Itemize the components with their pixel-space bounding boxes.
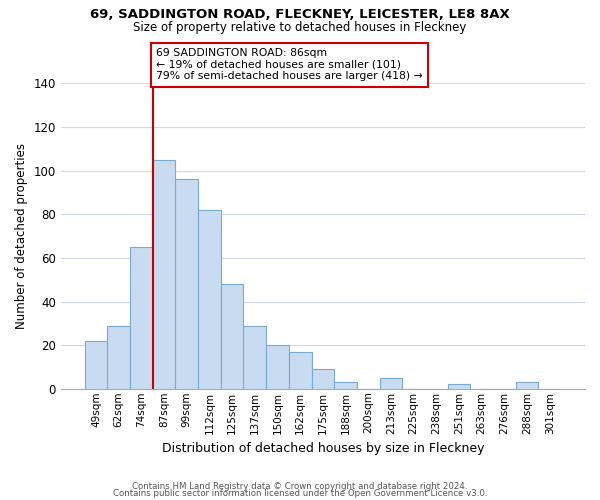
Bar [85,341,107,389]
Bar [289,352,311,389]
Bar [152,160,175,389]
Bar [107,326,130,389]
Text: 69, SADDINGTON ROAD, FLECKNEY, LEICESTER, LE8 8AX: 69, SADDINGTON ROAD, FLECKNEY, LEICESTER… [90,8,510,20]
Bar [198,210,221,389]
Bar [175,180,198,389]
Bar [516,382,538,389]
Bar [266,345,289,389]
Text: Contains HM Land Registry data © Crown copyright and database right 2024.: Contains HM Land Registry data © Crown c… [132,482,468,491]
Bar [130,247,152,389]
Bar [221,284,244,389]
Text: 69 SADDINGTON ROAD: 86sqm
← 19% of detached houses are smaller (101)
79% of semi: 69 SADDINGTON ROAD: 86sqm ← 19% of detac… [156,48,423,82]
Y-axis label: Number of detached properties: Number of detached properties [15,143,28,329]
Bar [311,369,334,389]
Bar [380,378,403,389]
Text: Size of property relative to detached houses in Fleckney: Size of property relative to detached ho… [133,21,467,34]
Bar [448,384,470,389]
Bar [244,326,266,389]
X-axis label: Distribution of detached houses by size in Fleckney: Distribution of detached houses by size … [161,442,484,455]
Bar [334,382,357,389]
Text: Contains public sector information licensed under the Open Government Licence v3: Contains public sector information licen… [113,490,487,498]
